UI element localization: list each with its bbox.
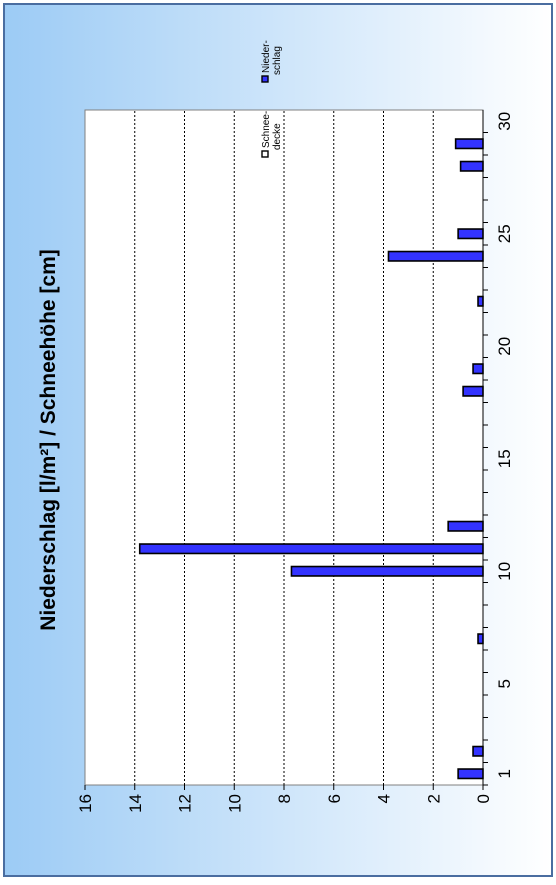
legend: Nieder-schlag Schnee-decke [261, 40, 283, 158]
x-tick-label: 5 [495, 679, 514, 688]
bar-niederschlag [290, 565, 484, 577]
y-tick-label: 12 [176, 794, 195, 813]
bar-niederschlag [472, 363, 484, 375]
bar-niederschlag [454, 138, 484, 150]
bar-niederschlag [472, 745, 484, 757]
y-tick-label: 16 [76, 794, 95, 813]
chart-title: Niederschlag [l/m²] / Schneehöhe [cm] [37, 249, 60, 631]
x-tick-label: 15 [495, 449, 514, 468]
y-tick-label: 10 [225, 794, 244, 813]
bar-niederschlag [457, 228, 484, 240]
x-tick-label: 10 [495, 562, 514, 581]
x-tick-label: 30 [495, 112, 514, 131]
bar-niederschlag [387, 250, 484, 262]
y-tick-label: 6 [325, 794, 344, 803]
bar-niederschlag [462, 385, 484, 397]
bars [138, 138, 484, 780]
gridlines [134, 110, 434, 785]
y-tick-label: 14 [126, 794, 145, 813]
legend-swatch [261, 75, 269, 83]
legend-label: Nieder-schlag [261, 40, 283, 75]
bar-niederschlag [138, 543, 484, 555]
bar-niederschlag [457, 768, 484, 780]
bar-niederschlag [447, 520, 484, 532]
y-tick-label: 4 [375, 794, 394, 803]
bar-niederschlag [477, 633, 484, 645]
bar-niederschlag [459, 160, 484, 172]
legend-label: Schnee-decke [261, 111, 283, 150]
y-ticks: 0 2 4 6 8 10 12 14 16 [76, 785, 493, 813]
x-tick-label: 20 [495, 337, 514, 356]
x-tick-label: 25 [495, 224, 514, 243]
y-tick-label: 8 [275, 794, 294, 803]
legend-swatch [261, 150, 269, 158]
y-tick-label: 0 [474, 794, 493, 803]
bar-niederschlag [477, 295, 484, 307]
x-tick-label: 1 [495, 769, 514, 778]
y-tick-label: 2 [424, 794, 443, 803]
